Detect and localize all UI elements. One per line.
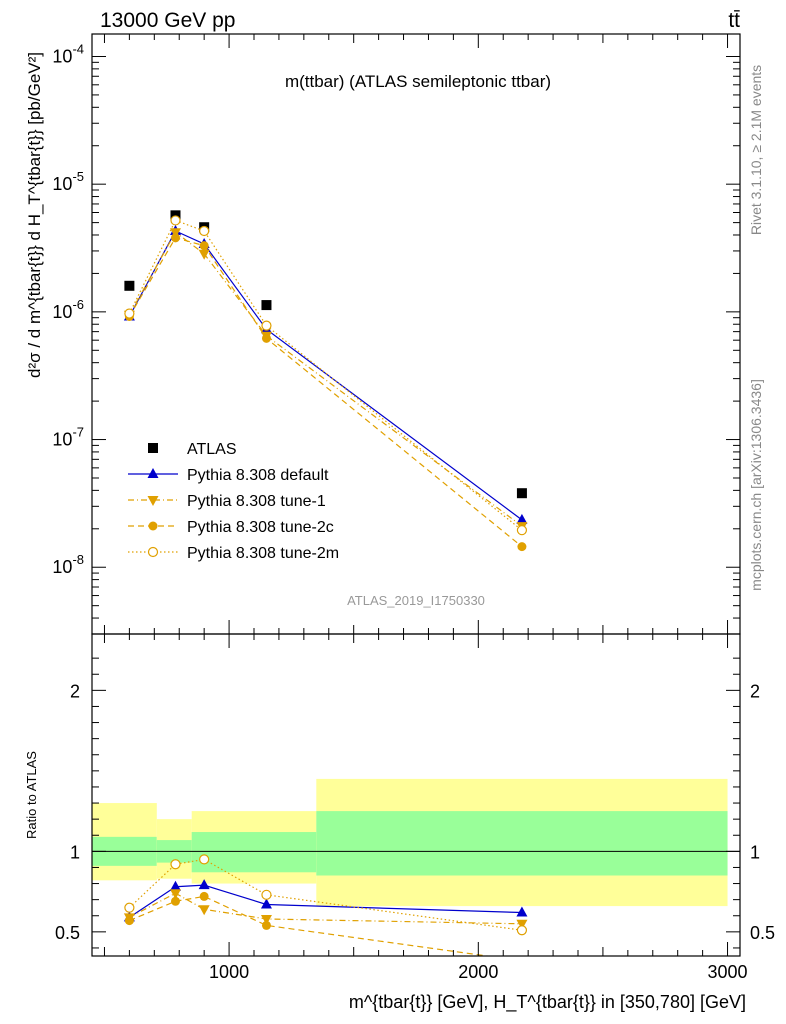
ratio-point <box>124 902 135 913</box>
mcplots-label: mcplots.cern.ch [arXiv:1306.3436] <box>748 379 764 591</box>
ratio-point <box>261 920 271 930</box>
y-axis-label-ratio: Ratio to ATLAS <box>24 751 39 839</box>
data-point-atlas <box>124 280 135 291</box>
ratio-y-tick-label-left: 2 <box>70 681 80 701</box>
main-panel-frame <box>91 33 741 635</box>
ratio-point <box>124 916 134 926</box>
band-inner <box>191 832 317 873</box>
energy-label: 13000 GeV pp <box>100 9 235 32</box>
ratio-y-tick-label-right: 0.5 <box>750 923 775 943</box>
ratio-point <box>261 889 272 900</box>
legend-label: Pythia 8.308 tune-2m <box>187 545 339 562</box>
rivet-label: Rivet 3.1.10, ≥ 2.1M events <box>748 65 764 235</box>
data-point <box>261 333 271 343</box>
ratio-point <box>260 914 272 925</box>
x-tick-label: 3000 <box>708 962 748 982</box>
ratio-clipped-series <box>123 854 528 956</box>
ratio-point <box>170 896 180 906</box>
y-axis-label-main: d²σ / d m^{tbar{t}} d H_T^{tbar{t}} [pb/… <box>25 52 44 378</box>
data-point-atlas <box>261 300 272 311</box>
ratio-y-tick-label-right: 1 <box>750 842 760 862</box>
legend-marker <box>147 496 159 506</box>
data-point <box>199 241 209 251</box>
ratio-line <box>129 895 492 956</box>
legend-label: Pythia 8.308 default <box>187 467 329 484</box>
series-line <box>128 219 523 531</box>
x-tick-label: 2000 <box>458 962 498 982</box>
axis-ticks <box>92 34 740 956</box>
ratio-point <box>516 925 528 936</box>
analysis-id: ATLAS_2019_I1750330 <box>347 593 485 608</box>
data-point <box>169 228 181 239</box>
ratio-point <box>169 880 181 891</box>
y-tick-label: 10-8 <box>52 552 84 577</box>
band-inner <box>316 811 728 876</box>
legend-marker <box>148 521 158 531</box>
plot-title: m(ttbar) (ATLAS semileptonic ttbar) <box>285 72 551 91</box>
data-point <box>516 513 528 524</box>
data-point <box>170 233 180 243</box>
legend-marker <box>147 546 159 558</box>
x-axis-label: m^{tbar{t}} [GeV], H_T^{tbar{t}} in [350… <box>349 992 746 1013</box>
ratio-point <box>198 879 210 890</box>
ratio-point <box>260 898 272 909</box>
data-point <box>516 525 528 536</box>
ratio-panel-frame <box>91 633 741 957</box>
ratio-point <box>199 854 210 865</box>
process-label: tt̄ <box>728 9 740 32</box>
ratio-point <box>170 859 181 870</box>
data-point <box>199 225 210 237</box>
data-point <box>517 542 527 552</box>
ratio-uncertainty-bands <box>92 778 728 907</box>
ratio-point <box>198 905 210 916</box>
legend-marker <box>147 468 159 478</box>
x-tick-label: 1000 <box>209 962 249 982</box>
ratio-y-tick-label-left: 1 <box>70 842 80 862</box>
y-tick-label: 10-4 <box>52 41 84 66</box>
ratio-y-tick-label-right: 2 <box>750 681 760 701</box>
y-tick-label: 10-6 <box>52 297 84 322</box>
legend-label: Pythia 8.308 tune-1 <box>187 493 326 510</box>
ratio-point <box>516 919 528 930</box>
data-point <box>198 249 210 260</box>
legend: ATLAS Pythia 8.308 default Pythia 8.308 tu… <box>128 441 339 562</box>
data-point <box>261 320 272 331</box>
y-tick-label: 10-7 <box>52 425 84 450</box>
main-panel-series <box>123 210 528 552</box>
data-point <box>124 308 135 319</box>
legend-label: Pythia 8.308 tune-2c <box>187 519 334 536</box>
y-tick-label: 10-5 <box>52 169 84 194</box>
ratio-panel-series <box>123 854 528 956</box>
ratio-y-tick-label-left: 0.5 <box>55 923 80 943</box>
ratio-point <box>516 906 528 917</box>
legend-label: ATLAS <box>187 441 237 458</box>
legend-marker <box>148 443 158 453</box>
ratio-point <box>169 889 181 900</box>
data-point <box>170 215 181 226</box>
data-point-atlas <box>516 488 527 499</box>
ratio-point <box>199 891 209 901</box>
